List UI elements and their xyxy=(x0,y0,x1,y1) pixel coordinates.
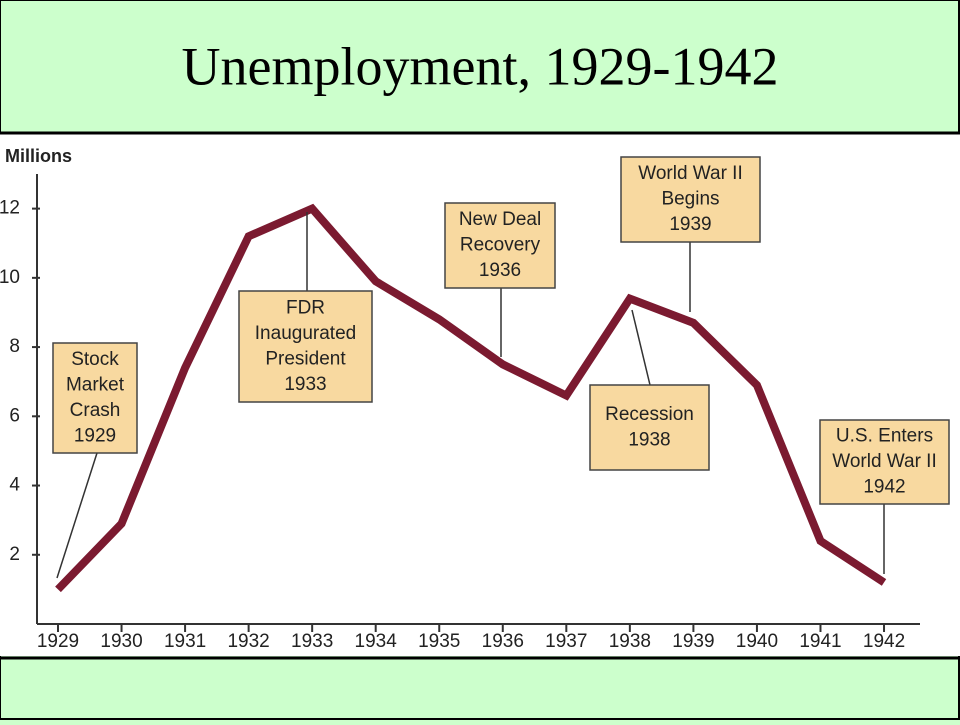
x-tick-label: 1934 xyxy=(355,631,398,652)
x-tick-label: 1937 xyxy=(545,631,587,652)
annotation-text: 1929 xyxy=(74,425,116,446)
annotation-text: World War II xyxy=(832,451,937,472)
leader-line xyxy=(56,452,98,579)
annotation-box xyxy=(589,384,710,471)
annotation-text: FDR xyxy=(286,297,325,318)
annotation-text: Stock xyxy=(71,349,119,370)
data-line xyxy=(55,203,887,593)
annotation-text: 1933 xyxy=(284,374,326,395)
annotation-text: U.S. Enters xyxy=(836,426,933,447)
annotation-text: 1942 xyxy=(863,477,905,498)
y-tick-label: 12 xyxy=(0,198,20,219)
x-tick-label: 1938 xyxy=(609,631,651,652)
annotation-text: Begins xyxy=(661,189,719,210)
x-tick-label: 1942 xyxy=(863,631,905,652)
annotation-text: World War II xyxy=(638,163,743,184)
x-tick-label: 1933 xyxy=(291,631,333,652)
annotation-text: 1938 xyxy=(628,429,670,450)
x-tick-label: 1932 xyxy=(227,631,269,652)
x-tick-label: 1935 xyxy=(418,631,460,652)
x-tick-label: 1930 xyxy=(100,631,142,652)
leader-line xyxy=(631,309,651,386)
y-tick-label: 8 xyxy=(9,336,20,357)
x-tick-label: 1931 xyxy=(164,631,206,652)
annotation-text: Crash xyxy=(70,400,121,421)
annotation-text: Inaugurated xyxy=(255,323,356,344)
y-tick-label: 2 xyxy=(9,544,20,565)
annotation-text: New Deal xyxy=(459,209,541,230)
annotation-box xyxy=(444,202,556,289)
x-tick-label: 1929 xyxy=(37,631,79,652)
annotation-text: 1936 xyxy=(479,260,521,281)
annotation-box xyxy=(52,342,138,454)
y-tick-label: 10 xyxy=(0,267,20,288)
annotation-box xyxy=(620,156,761,243)
y-tick-label: 4 xyxy=(9,475,20,496)
annotation-text: Recovery xyxy=(460,235,541,256)
annotation-text: Recession xyxy=(605,404,694,425)
x-tick-label: 1936 xyxy=(482,631,524,652)
annotation-text: Market xyxy=(66,374,125,395)
y-axis-label: Millions xyxy=(5,146,72,166)
annotation-box xyxy=(238,290,373,403)
y-tick-label: 6 xyxy=(9,405,20,426)
x-tick-label: 1940 xyxy=(736,631,778,652)
annotation-text: President xyxy=(265,348,346,369)
x-tick-label: 1941 xyxy=(799,631,841,652)
annotation-box xyxy=(819,419,950,505)
annotation-text: 1939 xyxy=(669,214,711,235)
chart-title: Unemployment, 1929-1942 xyxy=(182,36,779,96)
x-tick-label: 1939 xyxy=(672,631,714,652)
